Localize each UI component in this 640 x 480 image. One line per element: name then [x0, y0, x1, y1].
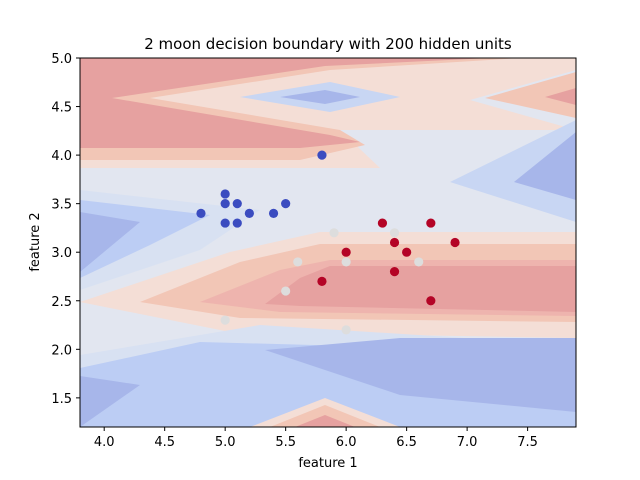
scatter-point	[402, 247, 412, 257]
contour-blue-right	[450, 120, 576, 222]
x-tick-label: 5.0	[215, 435, 236, 450]
scatter-point	[281, 286, 291, 296]
y-tick-label: 5.0	[51, 52, 72, 67]
x-tick-label: 6.5	[396, 435, 417, 450]
scatter-point	[232, 199, 242, 209]
contour-blue-left-core	[80, 212, 140, 272]
scatter-point	[377, 218, 388, 228]
scatter-points	[196, 150, 460, 335]
y-tick-label: 2.5	[51, 295, 72, 310]
y-axis-label: feature 2	[28, 212, 43, 271]
y-axis: 1.5 2.0 2.5 3.0 3.5 4.0 4.5 5.0	[51, 52, 80, 407]
contour-blue-lower-core	[265, 338, 576, 412]
contour-red-bottom-core	[295, 415, 355, 427]
scatter-point	[389, 228, 400, 238]
contour-blue-bottom-left	[80, 376, 140, 427]
y-tick-label: 3.0	[51, 246, 72, 261]
scatter-point	[220, 218, 230, 228]
scatter-point	[341, 247, 351, 257]
scatter-point	[196, 208, 206, 218]
x-axis-label: feature 1	[298, 456, 357, 471]
contour-blue-pocket-top-core	[280, 90, 360, 104]
scatter-point	[341, 257, 351, 267]
scatter-point	[414, 257, 424, 267]
contour-red-right-top-core	[545, 88, 576, 105]
scatter-point	[232, 218, 242, 228]
x-tick-label: 4.0	[94, 435, 115, 450]
x-axis: 4.0 4.5 5.0 5.5 6.0 6.5 7.0 7.5	[94, 427, 538, 450]
x-tick-label: 6.0	[336, 435, 357, 450]
y-tick-label: 4.5	[51, 101, 72, 116]
scatter-point	[317, 150, 327, 160]
plot-frame	[79, 57, 577, 428]
scatter-point	[389, 267, 400, 277]
decision-boundary-contours	[80, 58, 576, 427]
x-tick-label: 4.5	[154, 435, 175, 450]
x-tick-label: 7.5	[517, 435, 538, 450]
scatter-point	[329, 228, 339, 238]
scatter-point	[281, 199, 291, 209]
scatter-point	[244, 208, 254, 218]
chart-title: 2 moon decision boundary with 200 hidden…	[144, 35, 512, 53]
scatter-point	[268, 208, 279, 218]
scatter-point	[450, 237, 460, 248]
contour-red-right-top	[485, 72, 576, 118]
y-tick-label: 2.0	[51, 343, 72, 358]
scatter-point	[426, 296, 436, 306]
scatter-point	[220, 199, 230, 209]
y-tick-label: 3.5	[51, 198, 72, 213]
x-tick-label: 7.0	[457, 435, 478, 450]
scatter-point	[317, 276, 327, 286]
scatter-point	[293, 257, 303, 267]
x-tick-label: 5.5	[275, 435, 296, 450]
contour-red-dark-top	[80, 58, 490, 148]
plot-area	[79, 57, 577, 428]
scatter-point	[389, 237, 400, 248]
scatter-point	[220, 189, 230, 199]
scatter-point	[341, 325, 351, 335]
contour-red-core	[265, 266, 576, 312]
y-tick-label: 4.0	[51, 149, 72, 164]
y-tick-label: 1.5	[51, 392, 72, 407]
scatter-point	[220, 315, 230, 325]
contour-blue-right-core	[514, 132, 576, 200]
scatter-point	[426, 218, 436, 228]
